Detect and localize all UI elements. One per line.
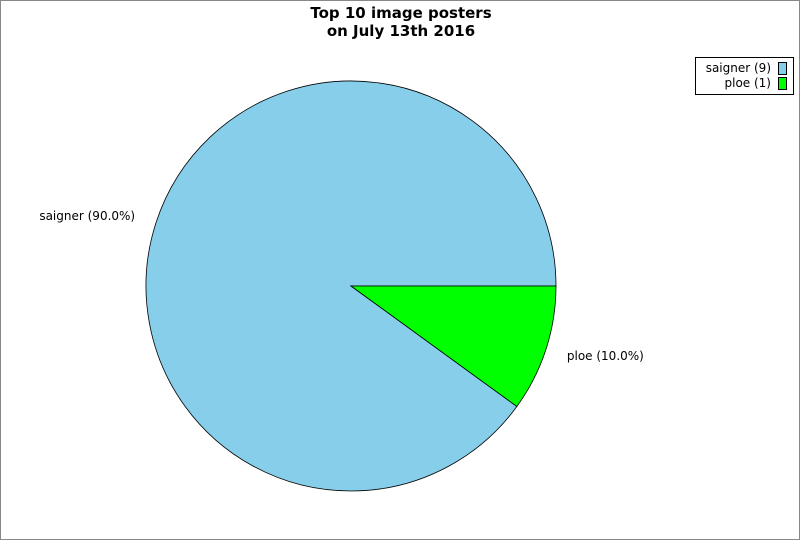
legend-label: saigner (9) (705, 61, 771, 75)
legend-swatch (778, 76, 787, 90)
pie-slice-ploe (349, 285, 557, 408)
chart-title-line-1: Top 10 image posters (310, 4, 492, 22)
slice-label-saigner: saigner (90.0%) (39, 209, 135, 223)
legend-label: ploe (1) (724, 76, 772, 90)
slice-label-ploe: ploe (10.0%) (567, 349, 644, 363)
chart-title-line-2: on July 13th 2016 (326, 22, 476, 40)
chart-title: Top 10 image posters on July 13th 2016 (1, 4, 799, 40)
legend: saigner (9) ploe (1) (695, 57, 794, 95)
legend-swatch (778, 61, 787, 75)
legend-item-saigner: saigner (9) (706, 61, 787, 75)
legend-item-ploe: ploe (1) (724, 76, 787, 90)
